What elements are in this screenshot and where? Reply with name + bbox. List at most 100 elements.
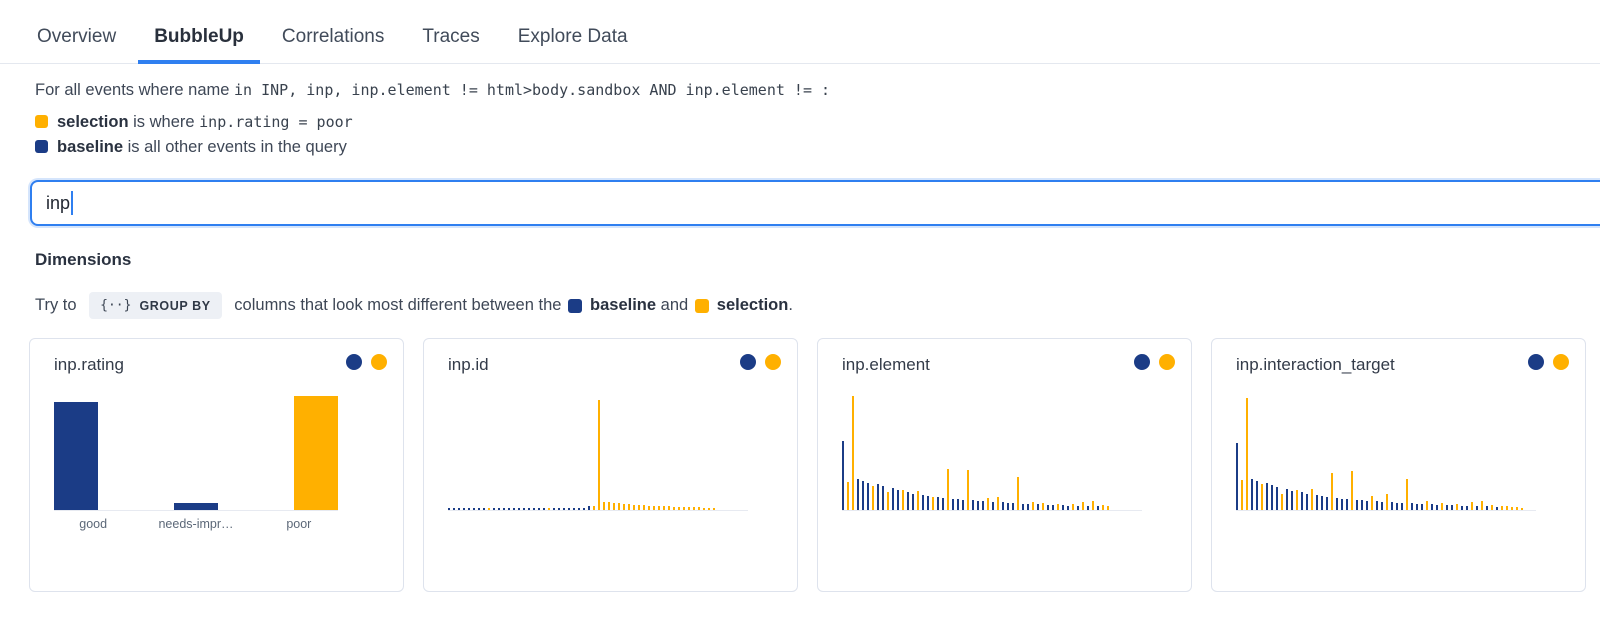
group-by-chip: {··} GROUP BY — [89, 292, 222, 319]
dimension-card-title: inp.interaction_target — [1236, 355, 1395, 374]
selection-bar — [1311, 489, 1313, 510]
dimension-card-inp-rating[interactable]: inp.rating good needs-impr… poor — [29, 338, 404, 592]
selection-bar — [1506, 506, 1508, 510]
baseline-bar — [558, 508, 560, 510]
selection-bar — [1032, 502, 1034, 510]
tab-correlations[interactable]: Correlations — [281, 26, 385, 47]
x-axis-labels: good needs-impr… poor — [54, 517, 338, 531]
dimension-chart: good needs-impr… poor — [54, 395, 338, 531]
baseline-bar — [882, 486, 884, 510]
selection-bar — [902, 490, 904, 510]
dimension-card-title: inp.element — [842, 355, 930, 374]
selection-bar — [947, 469, 949, 510]
selection-bar — [668, 506, 670, 510]
baseline-bar — [1421, 504, 1423, 510]
baseline-bar — [867, 483, 869, 510]
baseline-bar — [458, 508, 460, 510]
baseline-bar — [518, 508, 520, 510]
baseline-toggle-icon[interactable] — [346, 354, 362, 370]
selection-bar — [1351, 471, 1353, 510]
selection-bar — [488, 508, 490, 510]
selection-bar — [713, 508, 715, 510]
baseline-bar — [1326, 497, 1328, 510]
baseline-bar — [1077, 506, 1079, 510]
selection-bar — [917, 491, 919, 510]
baseline-bar — [583, 508, 585, 510]
baseline-bar — [538, 508, 540, 510]
selection-toggle-icon[interactable] — [1553, 354, 1569, 370]
baseline-bar — [1291, 491, 1293, 510]
baseline-bar — [927, 496, 929, 510]
selection-bar — [1501, 506, 1503, 510]
baseline-bar — [553, 508, 555, 510]
baseline-term: baseline — [590, 296, 657, 314]
baseline-toggle-icon[interactable] — [1528, 354, 1544, 370]
baseline-bar — [1047, 505, 1049, 510]
baseline-bar — [1012, 503, 1014, 510]
hint-and: and — [656, 296, 693, 314]
baseline-term: baseline — [57, 138, 124, 156]
baseline-bar — [588, 506, 590, 510]
legend-selection-row: selection is where inp.rating = poor — [35, 110, 1600, 135]
baseline-toggle-icon[interactable] — [1134, 354, 1150, 370]
selection-bar — [673, 507, 675, 510]
hint-prefix: Try to — [35, 296, 82, 314]
baseline-swatch-icon — [35, 140, 48, 153]
selection-bar — [1406, 479, 1408, 510]
selection-bar — [1281, 494, 1283, 510]
baseline-bar — [1416, 504, 1418, 510]
baseline-bar — [1466, 506, 1468, 510]
dimension-card-inp-element[interactable]: inp.element — [817, 338, 1192, 592]
selection-bar — [1017, 477, 1019, 510]
baseline-bar — [54, 402, 98, 510]
baseline-bar — [1301, 492, 1303, 510]
selection-swatch-icon — [35, 115, 48, 128]
baseline-toggle-icon[interactable] — [740, 354, 756, 370]
tab-explore-data[interactable]: Explore Data — [517, 26, 628, 47]
dimension-card-title: inp.id — [448, 355, 489, 374]
baseline-bar — [1341, 499, 1343, 510]
baseline-bar — [503, 508, 505, 510]
selection-toggle-icon[interactable] — [765, 354, 781, 370]
baseline-bar — [478, 508, 480, 510]
dimension-filter-input[interactable]: inp — [30, 180, 1600, 226]
dimension-card-inp-interaction-target[interactable]: inp.interaction_target — [1211, 338, 1586, 592]
tab-overview[interactable]: Overview — [37, 26, 117, 47]
baseline-bar — [1396, 503, 1398, 510]
selection-toggle-icon[interactable] — [1159, 354, 1175, 370]
baseline-bar — [1236, 443, 1238, 510]
baseline-bar — [977, 501, 979, 510]
selection-bar — [653, 506, 655, 510]
selection-bar — [633, 505, 635, 510]
selection-bar — [294, 396, 338, 510]
selection-bar — [638, 505, 640, 510]
baseline-bar — [1037, 504, 1039, 510]
dimension-filter-value: inp — [46, 192, 71, 213]
selection-toggle-icon[interactable] — [371, 354, 387, 370]
baseline-bar — [1391, 502, 1393, 510]
baseline-bar — [508, 508, 510, 510]
group-by-chip-label: GROUP BY — [139, 298, 211, 313]
selection-bar — [548, 508, 550, 510]
selection-bar — [1246, 398, 1248, 510]
series-toggles — [1528, 354, 1569, 370]
selection-bar — [1371, 496, 1373, 510]
baseline-bar — [1276, 487, 1278, 510]
dimension-cards: inp.rating good needs-impr… poor inp.id in… — [29, 338, 1600, 592]
selection-bar — [693, 507, 695, 510]
tab-bubbleup[interactable]: BubbleUp — [138, 26, 260, 64]
baseline-bar — [1381, 502, 1383, 510]
dimension-card-inp-id[interactable]: inp.id — [423, 338, 798, 592]
selection-bar — [967, 470, 969, 510]
selection-bar — [1092, 501, 1094, 510]
selection-bar — [678, 507, 680, 510]
selection-bar — [598, 400, 600, 510]
selection-bar — [1386, 494, 1388, 510]
baseline-bar — [1436, 505, 1438, 510]
selection-term: selection — [57, 113, 129, 131]
selection-bar — [1441, 503, 1443, 510]
tab-traces[interactable]: Traces — [422, 26, 480, 47]
baseline-bar — [1451, 505, 1453, 510]
selection-bar — [1296, 490, 1298, 510]
selection-bar — [1042, 503, 1044, 510]
